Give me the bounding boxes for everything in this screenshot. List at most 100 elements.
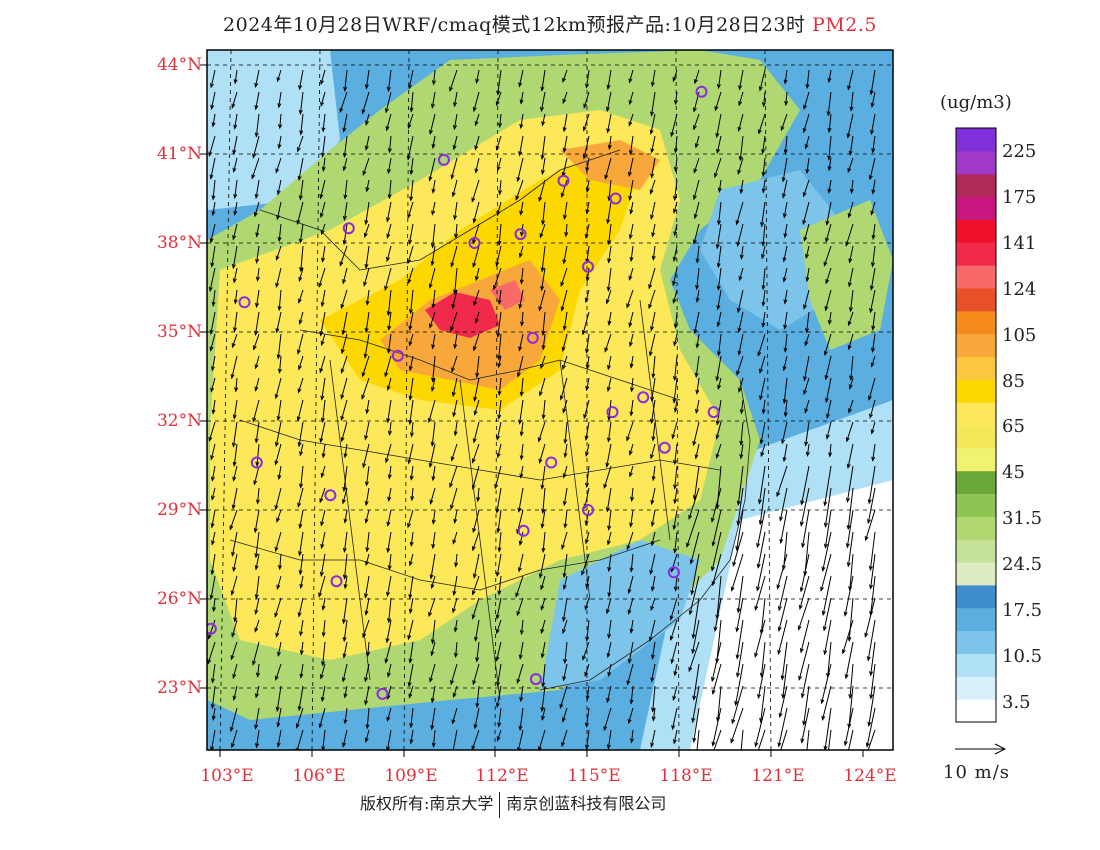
wind-vector-head — [781, 177, 786, 183]
wind-vector-head — [320, 543, 325, 550]
wind-vector-head — [364, 219, 369, 226]
wind-vector — [539, 553, 546, 578]
wind-vector — [233, 685, 238, 700]
wind-vector — [871, 355, 876, 367]
wind-vector — [694, 311, 700, 334]
wind-vector — [473, 553, 480, 578]
wind-vector — [541, 113, 546, 126]
wind-vector-head — [497, 722, 502, 728]
wind-vector — [692, 619, 700, 654]
wind-vector-head — [649, 569, 654, 576]
wind-vector-head — [584, 671, 589, 678]
wind-vector — [672, 707, 678, 730]
wind-vector-head — [868, 395, 872, 401]
wind-vector-head — [364, 481, 369, 487]
wind-vector — [651, 377, 656, 401]
wind-vector — [455, 553, 458, 567]
wind-vector — [321, 333, 326, 346]
wind-vector-head — [299, 451, 304, 457]
wind-vector — [366, 531, 370, 552]
wind-vector — [850, 289, 854, 312]
wind-vector — [759, 487, 766, 525]
wind-vector — [431, 421, 436, 446]
wind-vector — [711, 531, 722, 571]
wind-vector — [365, 311, 370, 332]
wind-vector-head — [846, 524, 851, 531]
axis-ticks — [200, 64, 864, 757]
wind-vector — [784, 289, 788, 304]
wind-vector — [761, 641, 766, 677]
wind-vector-head — [760, 222, 765, 228]
wind-vector — [255, 179, 260, 198]
wind-vector-head — [776, 491, 781, 498]
wind-vector-head — [562, 616, 566, 623]
wind-vector — [693, 179, 700, 200]
wind-vector-head — [321, 746, 326, 750]
wind-vector-head — [474, 318, 479, 324]
wind-vector-head — [430, 698, 435, 704]
wind-vector-head — [669, 635, 674, 642]
wind-vector — [367, 641, 370, 656]
wind-vector-head — [672, 695, 677, 702]
wind-vector — [255, 421, 260, 443]
wind-vector-head — [627, 658, 632, 664]
wind-vector — [255, 685, 260, 698]
wind-vector — [407, 113, 414, 129]
wind-vector — [736, 641, 744, 677]
wind-vector-head — [563, 523, 568, 529]
wind-vector-head — [585, 451, 589, 457]
wind-vector — [651, 641, 656, 659]
wind-vector — [803, 223, 810, 241]
wind-vector — [670, 113, 678, 137]
wind-vector — [474, 377, 480, 401]
wind-vector — [497, 443, 502, 458]
wind-vector-head — [606, 386, 611, 393]
wind-vector — [849, 663, 854, 699]
wind-vector — [824, 619, 832, 655]
wind-vector-head — [233, 210, 238, 216]
wind-vector-head — [820, 699, 825, 705]
wind-vector — [475, 113, 480, 126]
wind-vector-head — [364, 435, 369, 441]
wind-vector — [864, 597, 876, 637]
wind-vector-head — [540, 585, 545, 591]
wind-vector — [210, 69, 216, 88]
wind-vector-head — [408, 608, 413, 614]
wind-vector-head — [384, 372, 389, 378]
wind-vector-head — [802, 127, 807, 134]
wind-vector — [805, 421, 810, 446]
wind-vector — [472, 509, 480, 533]
wind-vector-head — [233, 193, 238, 200]
title-pollutant: PM2.5 — [812, 14, 877, 36]
wind-vector — [231, 729, 238, 748]
wind-vector-head — [802, 219, 807, 226]
wind-vector — [299, 179, 304, 200]
wind-vector — [233, 135, 238, 154]
wind-vector — [848, 267, 854, 287]
wind-vector — [672, 69, 678, 82]
wind-vector — [343, 223, 348, 244]
wind-vector-head — [252, 417, 257, 423]
wind-vector-head — [207, 634, 212, 640]
wind-vector-head — [365, 300, 370, 306]
wind-vector-head — [233, 299, 238, 305]
wind-vector — [848, 685, 854, 728]
wind-vector — [211, 509, 216, 528]
wind-vector — [300, 619, 304, 636]
wind-vector — [277, 399, 282, 421]
wind-vector-head — [870, 429, 875, 435]
wind-vector-head — [409, 475, 414, 481]
wind-vector-head — [210, 569, 215, 576]
wind-vector-head — [650, 214, 655, 220]
wind-vector — [340, 399, 348, 421]
wind-vector — [630, 201, 634, 214]
wind-vector-head — [473, 396, 478, 402]
wind-vector — [254, 201, 260, 217]
wind-vector-head — [585, 258, 590, 265]
wind-vector — [432, 465, 436, 481]
wind-vector — [675, 91, 678, 105]
wind-vector-head — [361, 372, 366, 378]
wind-vector — [802, 201, 810, 225]
wind-vector-head — [364, 327, 369, 334]
wind-vector — [366, 707, 370, 729]
